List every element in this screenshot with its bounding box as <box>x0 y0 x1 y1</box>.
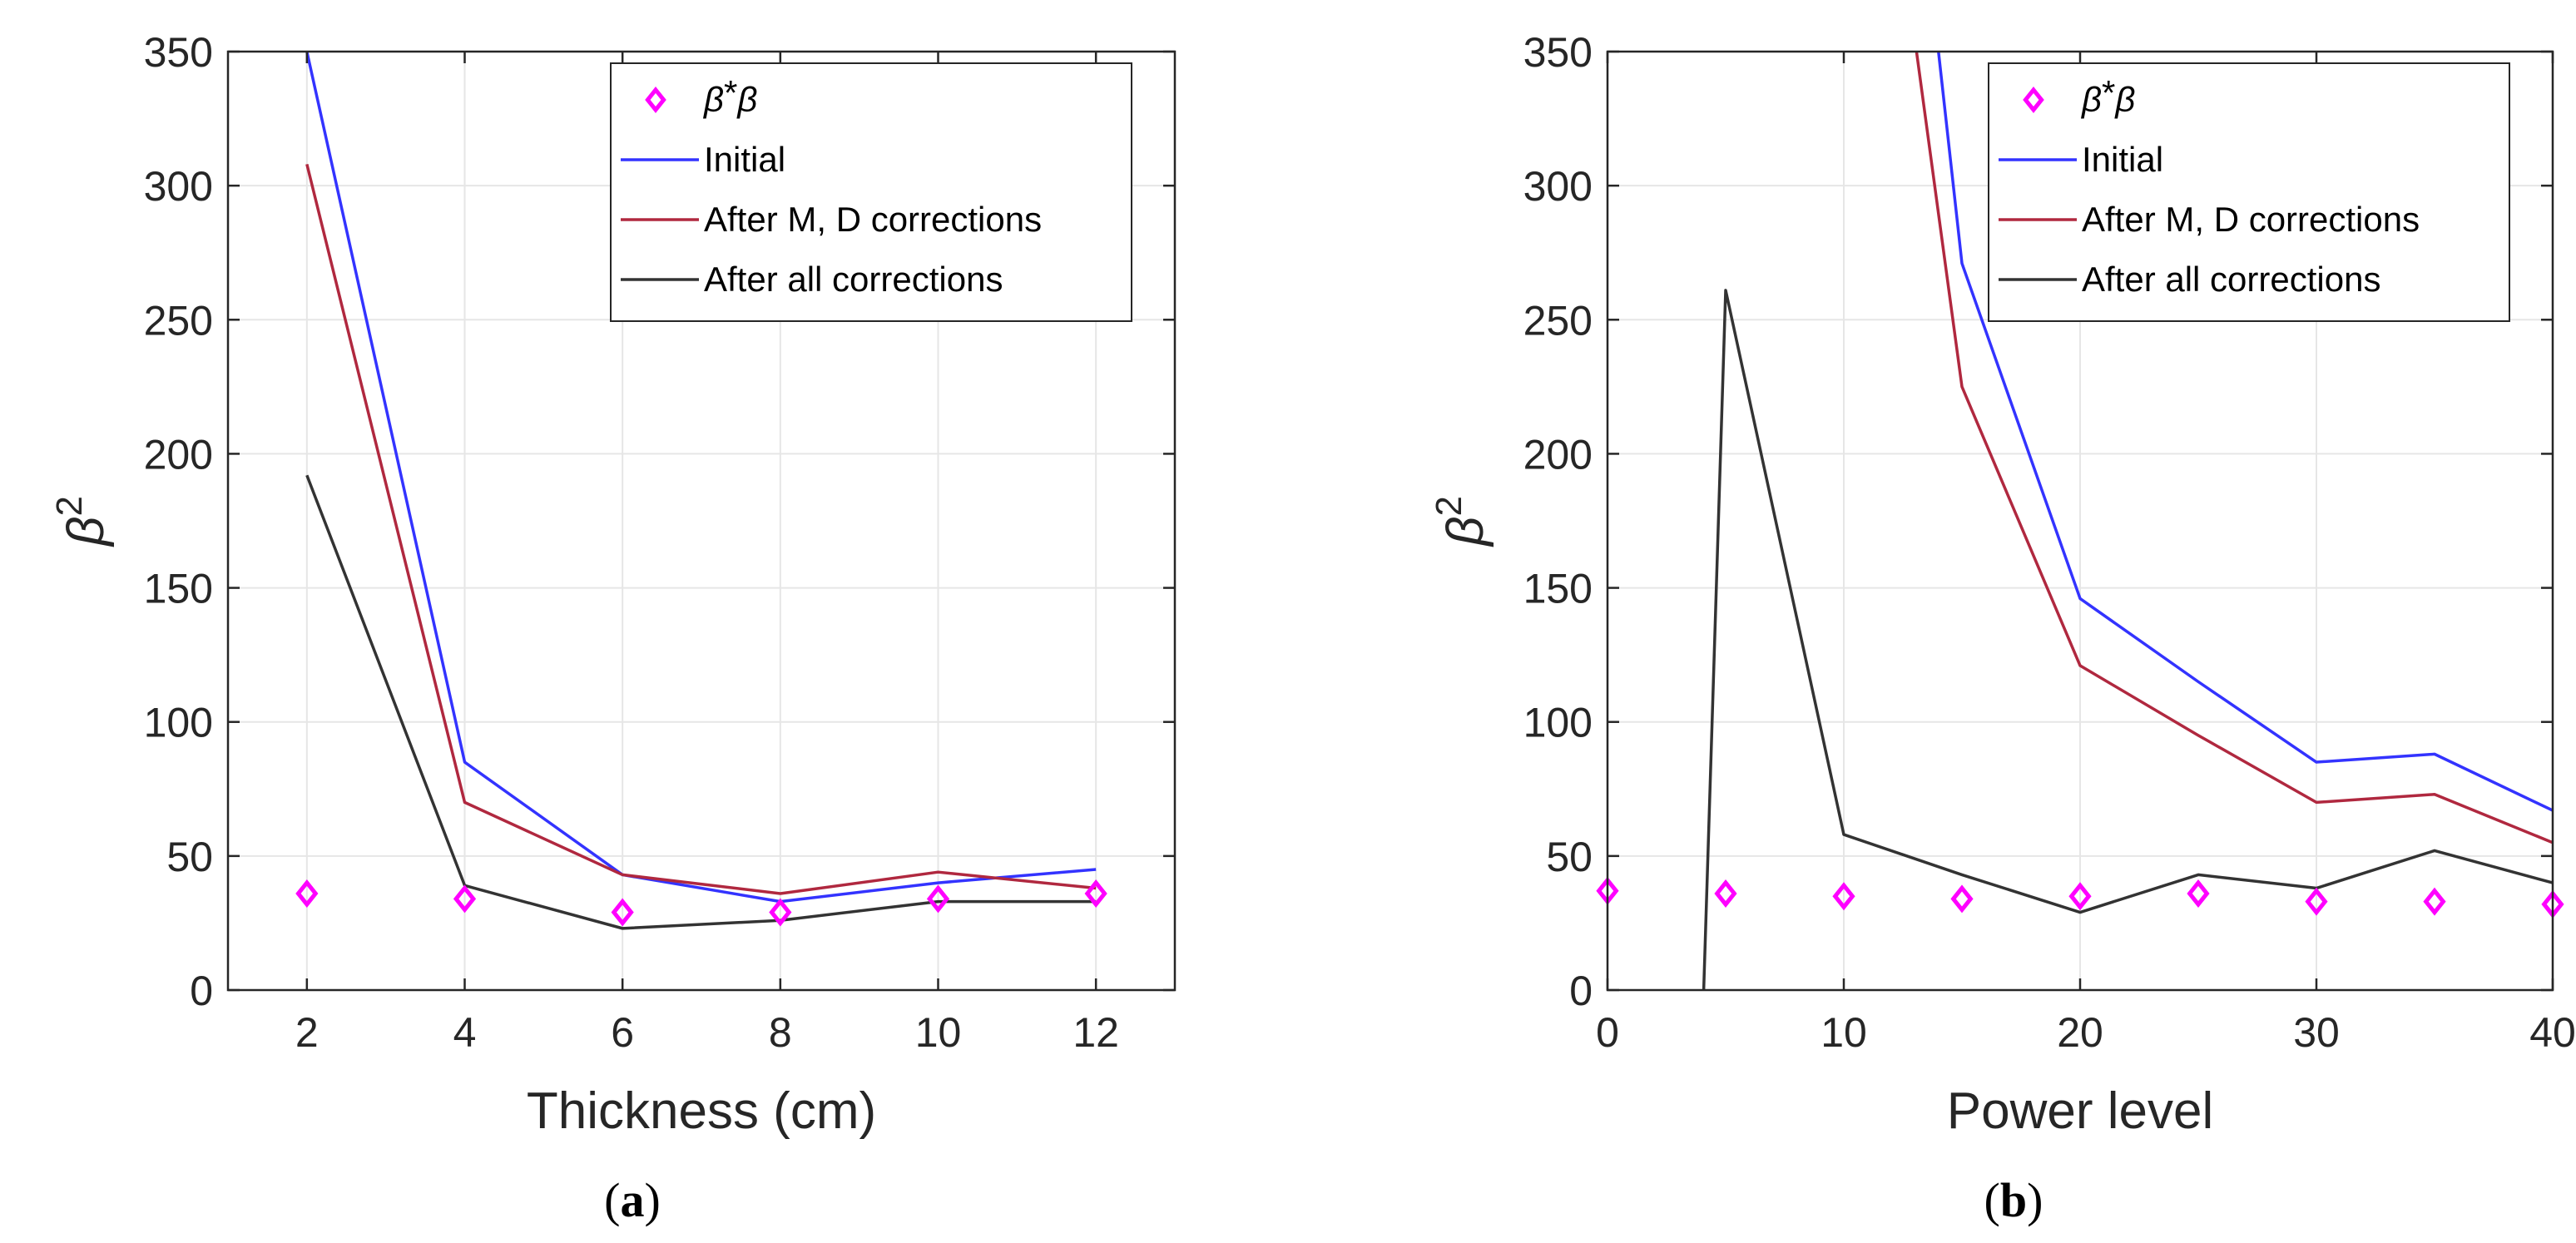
caption-letter: b <box>2000 1173 2027 1227</box>
marker-point <box>1084 879 1107 908</box>
legend-label: After M, D corrections <box>2082 200 2420 239</box>
legend-label: After all corrections <box>2082 260 2380 299</box>
x-tick-label: 2 <box>295 1009 319 1056</box>
y-tick-label: 300 <box>1523 163 1593 210</box>
marker-point <box>2305 887 2328 916</box>
marker-point <box>2423 887 2446 916</box>
series-line-md <box>305 163 1097 895</box>
x-tick-label: 40 <box>2529 1009 2576 1056</box>
series-line-all <box>305 474 1097 930</box>
y-tick-label: 100 <box>144 700 213 746</box>
series-group <box>305 52 1097 930</box>
marker-point <box>1832 882 1855 911</box>
figure-caption: (b) <box>1984 1173 2043 1227</box>
y-tick-label: 250 <box>1523 297 1593 344</box>
y-tick-label: 0 <box>190 968 213 1014</box>
chart-a: 2 4 6 8 10 12 0 50 100 150 200 250 300 350 Thickness (… <box>49 29 1177 1227</box>
x-tick-label: 0 <box>1596 1009 1619 1056</box>
marker-point <box>611 898 634 927</box>
legend-label-tail: β <box>2113 80 2135 119</box>
figure-caption: (a) <box>604 1173 661 1227</box>
y-tick-label: 50 <box>1546 834 1593 880</box>
x-tick-label: 4 <box>453 1009 477 1056</box>
marker-point <box>1950 884 1974 914</box>
y-axis-label-base: β <box>57 517 115 547</box>
caption-close-paren: ) <box>645 1173 661 1227</box>
y-tick-label: 350 <box>1523 29 1593 76</box>
series-line-initial <box>1937 52 2553 812</box>
marker-point <box>1714 879 1737 908</box>
marker-point <box>2187 879 2210 908</box>
legend-label: After M, D corrections <box>704 200 1042 239</box>
legend-marker <box>2023 86 2044 114</box>
legend-label-base: β <box>2080 80 2102 119</box>
y-axis-label-exponent: 2 <box>1429 496 1469 516</box>
legend-label: After all corrections <box>704 260 1003 299</box>
chart-b: 0 10 20 30 40 0 50 100 150 200 250 300 350 Power leve… <box>1429 29 2576 1227</box>
caption-open-paren: ( <box>1984 1173 2000 1227</box>
marker-point <box>2068 882 2092 911</box>
x-tick-label: 8 <box>769 1009 792 1056</box>
series-line-all <box>1702 289 2553 990</box>
marker-point <box>295 879 319 908</box>
series-line-initial <box>305 52 1097 904</box>
legend-label-star: * <box>724 73 737 112</box>
marker-point <box>453 884 477 914</box>
y-tick-label: 200 <box>1523 431 1593 478</box>
legend-label-tail: β <box>736 80 757 119</box>
x-axis-label: Thickness (cm) <box>527 1082 876 1140</box>
x-tick-label: 10 <box>915 1009 962 1056</box>
y-tick-label: 200 <box>144 431 213 478</box>
x-tick-label: 12 <box>1073 1009 1119 1056</box>
legend-label-star: * <box>2102 73 2115 112</box>
marker-point <box>926 884 950 914</box>
y-tick-label: 0 <box>1569 968 1593 1014</box>
x-axis-label: Power level <box>1947 1082 2213 1140</box>
caption-open-paren: ( <box>604 1173 620 1227</box>
legend-label-base: β <box>702 80 724 119</box>
y-tick-label: 100 <box>1523 700 1593 746</box>
y-tick-label: 250 <box>144 297 213 344</box>
x-tick-label: 20 <box>2057 1009 2103 1056</box>
legend-marker <box>645 86 666 114</box>
legend-label: β*β <box>2080 73 2135 119</box>
x-tick-label: 6 <box>611 1009 634 1056</box>
marker-point <box>769 898 792 927</box>
series-line-md <box>1915 52 2553 844</box>
series-group <box>1702 52 2553 990</box>
legend-label: Initial <box>2082 140 2163 179</box>
y-axis-label: β2 <box>49 496 115 547</box>
y-tick-label: 300 <box>144 163 213 210</box>
legend-label: Initial <box>704 140 785 179</box>
x-tick-label: 30 <box>2293 1009 2340 1056</box>
axes-box <box>226 50 1177 992</box>
caption-close-paren: ) <box>2027 1173 2043 1227</box>
legend: β*β Initial After M, D corrections After al… <box>610 62 1132 322</box>
y-tick-label: 150 <box>1523 566 1593 612</box>
y-tick-label: 50 <box>166 834 213 880</box>
legend: β*β Initial After M, D corrections After al… <box>1988 62 2510 322</box>
y-tick-label: 350 <box>144 29 213 76</box>
y-tick-label: 150 <box>144 566 213 612</box>
y-axis-label: β2 <box>1429 496 1494 547</box>
y-axis-label-base: β <box>1437 517 1494 547</box>
legend-label: β*β <box>702 73 757 119</box>
y-axis-label-exponent: 2 <box>49 496 90 516</box>
caption-letter: a <box>621 1173 645 1227</box>
x-tick-label: 10 <box>1821 1009 1867 1056</box>
